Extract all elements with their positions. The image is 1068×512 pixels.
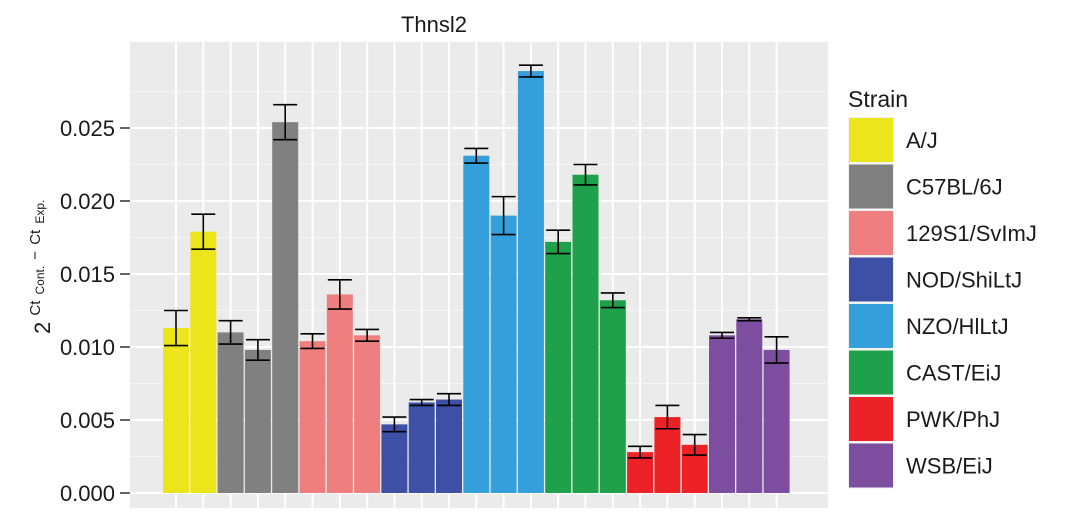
ylabel-base: 2 <box>30 322 55 334</box>
error-bar-6-3 <box>600 292 625 309</box>
legend-swatch <box>849 397 893 441</box>
y-tick-label: 0.025 <box>60 116 115 141</box>
error-bar-8-3 <box>764 335 789 364</box>
legend-entry-6: CAST/EiJ <box>848 349 1001 396</box>
bar-3-2 <box>326 294 353 493</box>
error-bar-3-2 <box>327 279 352 310</box>
legend-swatch <box>849 350 893 395</box>
bar-4-1 <box>381 424 408 493</box>
error-bar-4-1 <box>382 416 407 433</box>
legend-swatch <box>849 118 893 162</box>
legend-label: 129S1/SvImJ <box>906 221 1037 246</box>
error-bar-5-3 <box>518 64 543 78</box>
legend-label: PWK/PhJ <box>906 407 1000 432</box>
bar-3-3 <box>354 335 381 493</box>
bar-1-2 <box>190 231 217 493</box>
legend-entry-3: 129S1/SvImJ <box>848 210 1037 256</box>
bars <box>163 71 790 494</box>
error-bar-7-1 <box>628 445 653 459</box>
legend-title: Strain <box>848 86 908 112</box>
error-bar-3-1 <box>300 333 325 350</box>
error-bar-8-1 <box>710 331 734 340</box>
legend-entry-1: A/J <box>848 117 938 163</box>
error-bar-6-2 <box>573 163 598 186</box>
bar-3-1 <box>299 341 326 493</box>
error-bar-6-1 <box>546 229 571 255</box>
error-bar-1-1 <box>164 309 188 347</box>
error-bar-1-2 <box>191 213 216 250</box>
error-bar-7-3 <box>682 433 707 456</box>
error-bar-2-2 <box>245 338 270 361</box>
ylabel-term1: Ct <box>27 300 44 316</box>
error-bar-8-2 <box>737 316 762 322</box>
bar-5-1 <box>463 155 490 494</box>
bar-5-2 <box>490 215 517 493</box>
error-bar-3-3 <box>355 328 380 342</box>
ylabel-minus: − <box>27 251 44 260</box>
bar-4-3 <box>436 399 462 493</box>
legend-label: A/J <box>906 128 938 153</box>
bar-6-3 <box>599 300 626 493</box>
ylabel-term1-sub: Cont. <box>33 266 47 295</box>
y-tick-label: 0.015 <box>60 262 115 287</box>
legend-entries: A/J C57BL/6J 129S1/SvImJ NOD/ShiLtJ NZO/HlLt… <box>848 117 1037 489</box>
error-bar-5-1 <box>464 147 489 164</box>
chart-title: Thnsl2 <box>401 12 467 37</box>
legend-swatch <box>849 164 893 209</box>
error-bar-4-3 <box>437 392 461 407</box>
legend: Strain A/J C57BL/6J 129S1/SvImJ NOD/ShiLtJ N… <box>848 86 1037 489</box>
bar-2-2 <box>244 349 271 493</box>
error-bar-4-2 <box>409 398 434 407</box>
legend-label: NZO/HlLtJ <box>906 314 1009 339</box>
error-bar-7-2 <box>655 404 680 430</box>
legend-label: WSB/EiJ <box>906 454 993 479</box>
y-tick-label: 0.020 <box>60 189 115 214</box>
bar-8-3 <box>763 349 790 493</box>
legend-label: CAST/EiJ <box>906 361 1001 386</box>
error-bar-2-3 <box>273 103 298 141</box>
error-bar-5-2 <box>491 195 516 236</box>
bar-5-3 <box>517 71 544 493</box>
legend-swatch <box>849 211 893 255</box>
bar-2-3 <box>272 122 299 493</box>
legend-entry-5: NZO/HlLtJ <box>848 303 1009 349</box>
legend-label: NOD/ShiLtJ <box>906 268 1022 293</box>
y-tick-label: 0.010 <box>60 335 115 360</box>
legend-entry-8: WSB/EiJ <box>848 442 993 489</box>
y-tick-label: 0.000 <box>60 481 115 506</box>
y-tick-label: 0.005 <box>60 408 115 433</box>
bar-1-1 <box>163 328 189 493</box>
legend-swatch <box>849 257 893 302</box>
legend-entry-2: C57BL/6J <box>848 163 1003 210</box>
legend-swatch <box>849 304 893 348</box>
bar-7-2 <box>654 417 681 493</box>
ylabel-term2: Ct <box>27 229 44 245</box>
legend-label: C57BL/6J <box>906 175 1003 200</box>
bar-6-2 <box>572 174 599 493</box>
legend-entry-4: NOD/ShiLtJ <box>848 256 1022 303</box>
y-axis-label: 2 Ct Cont. − Ct Exp. <box>20 200 55 334</box>
bar-7-1 <box>627 452 654 493</box>
legend-swatch <box>849 443 893 488</box>
legend-entry-7: PWK/PhJ <box>848 396 1000 442</box>
bar-6-1 <box>545 241 572 493</box>
bar-2-1 <box>217 332 244 493</box>
bar-4-2 <box>408 402 435 493</box>
bar-8-2 <box>736 319 763 493</box>
error-bar-2-1 <box>218 319 243 345</box>
bar-8-1 <box>709 335 735 493</box>
y-axis: 0.000 0.005 0.010 0.015 0.020 0.025 <box>60 116 130 506</box>
ylabel-term2-sub: Exp. <box>33 200 47 224</box>
error-bars <box>164 64 789 459</box>
